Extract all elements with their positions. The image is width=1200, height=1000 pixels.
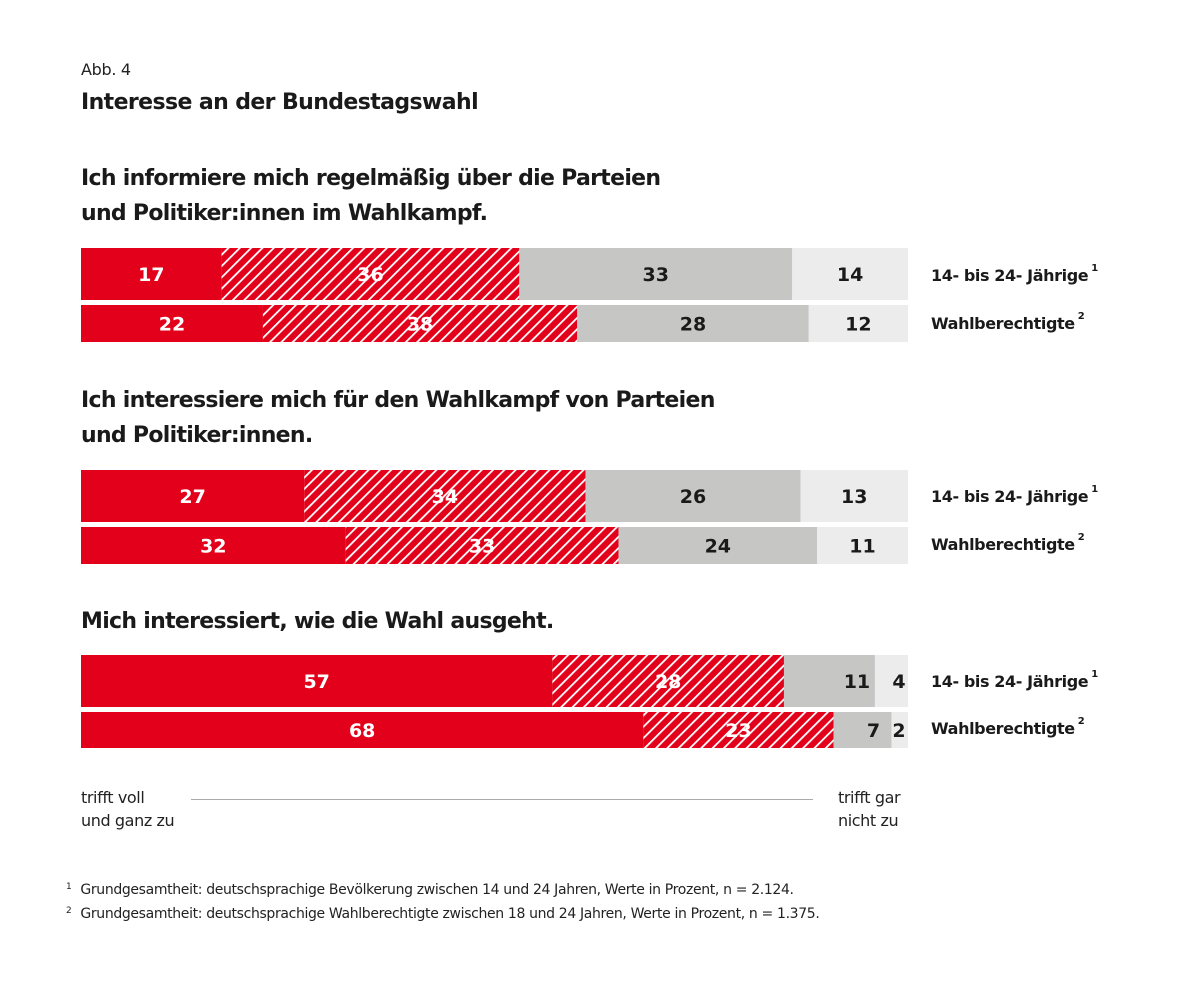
bar-value-label-q2-youth-s3: 26 bbox=[680, 486, 706, 508]
row-label-youth-q2: 14- bis 24- Jährige 1 bbox=[931, 484, 1098, 506]
bar-segment-q1-youth-s2 bbox=[221, 248, 520, 300]
bar-segment-q2-youth-s2 bbox=[304, 470, 586, 522]
bar-segment-q1-voters-s4 bbox=[808, 305, 908, 342]
row-label-voters-q1: Wahlberechtigte 2 bbox=[931, 311, 1085, 333]
question-2-title-line2: und Politiker:innen. bbox=[81, 423, 313, 448]
bar-value-label-q2-youth-s4: 13 bbox=[841, 486, 867, 508]
scale-left-line2: und ganz zu bbox=[81, 811, 175, 830]
bar-value-label-q2-voters-s2: 33 bbox=[469, 536, 495, 558]
bar-value-label-q3-youth-s3: 11 bbox=[844, 671, 870, 693]
figure-label: Abb. 4 bbox=[81, 60, 131, 79]
bar-segment-q2-voters-s4 bbox=[817, 527, 908, 564]
bar-segment-q1-youth-s3 bbox=[519, 248, 793, 300]
scale-right-line1: trifft gar bbox=[838, 788, 901, 807]
bar-value-label-q2-youth-s1: 27 bbox=[179, 486, 205, 508]
question-2-title-line1: Ich interessiere mich für den Wahlkampf … bbox=[81, 388, 715, 413]
bar-segment-q3-voters-s1 bbox=[81, 712, 644, 748]
bar-value-label-q3-youth-s4: 4 bbox=[892, 671, 905, 693]
scale-axis-line bbox=[191, 799, 813, 800]
bar-value-label-q2-youth-s2: 34 bbox=[432, 486, 458, 508]
bar-segment-q2-voters-s3 bbox=[618, 527, 818, 564]
question-1-title-line1: Ich informiere mich regelmäßig über die … bbox=[81, 166, 661, 191]
footnote-1: 1 Grundgesamtheit: deutschsprachige Bevöl… bbox=[66, 882, 794, 898]
figure-title: Interesse an der Bundestagswahl bbox=[81, 90, 479, 115]
row-label-voters-q2: Wahlberechtigte 2 bbox=[931, 532, 1085, 554]
bar-segment-q1-voters-s2 bbox=[262, 305, 578, 342]
bar-segment-q3-voters-s2 bbox=[643, 712, 834, 748]
scale-left-label: trifft voll und ganz zu bbox=[81, 786, 175, 832]
question-2-title: Ich interessiere mich für den Wahlkampf … bbox=[81, 383, 715, 453]
bar-segment-q3-youth-s1 bbox=[81, 655, 553, 707]
bar-value-label-q3-voters-s2: 23 bbox=[725, 720, 751, 742]
bar-value-label-q1-voters-s4: 12 bbox=[845, 314, 871, 336]
bar-value-label-q3-voters-s3: 7 bbox=[867, 720, 880, 742]
footnote-2: 2 Grundgesamtheit: deutschsprachige Wahlb… bbox=[66, 906, 820, 922]
bar-value-label-q3-youth-s2: 28 bbox=[655, 671, 681, 693]
bar-value-label-q1-youth-s3: 33 bbox=[643, 264, 669, 286]
bar-segment-q2-voters-s2 bbox=[345, 527, 619, 564]
bar-value-label-q3-youth-s1: 57 bbox=[303, 671, 329, 693]
bar-value-label-q1-voters-s3: 28 bbox=[680, 314, 706, 336]
bar-value-label-q3-voters-s1: 68 bbox=[349, 720, 375, 742]
bar-value-label-q1-youth-s2: 36 bbox=[357, 264, 383, 286]
bar-value-label-q2-voters-s3: 24 bbox=[705, 536, 731, 558]
bar-segment-q1-voters-s3 bbox=[577, 305, 809, 342]
scale-left-line1: trifft voll bbox=[81, 788, 145, 807]
bar-value-label-q1-voters-s1: 22 bbox=[159, 314, 185, 336]
bar-segment-q2-youth-s4 bbox=[800, 470, 908, 522]
bar-value-label-q2-voters-s1: 32 bbox=[200, 536, 226, 558]
row-label-youth-q1: 14- bis 24- Jährige 1 bbox=[931, 263, 1098, 285]
bar-segment-q1-youth-s4 bbox=[792, 248, 908, 300]
scale-right-label: trifft gar nicht zu bbox=[838, 786, 901, 832]
bar-segment-q1-voters-s1 bbox=[81, 305, 263, 342]
bar-value-label-q3-voters-s4: 2 bbox=[892, 720, 905, 742]
bar-segment-q2-voters-s1 bbox=[81, 527, 346, 564]
question-1-title-line2: und Politiker:innen im Wahlkampf. bbox=[81, 201, 488, 226]
scale-right-line2: nicht zu bbox=[838, 811, 899, 830]
bar-segment-q3-voters-s4 bbox=[891, 712, 908, 748]
bar-value-label-q2-voters-s4: 11 bbox=[849, 536, 875, 558]
bar-segment-q3-youth-s4 bbox=[874, 655, 908, 707]
bar-value-label-q1-voters-s2: 38 bbox=[407, 314, 433, 336]
question-1-title: Ich informiere mich regelmäßig über die … bbox=[81, 161, 661, 231]
row-label-youth-q3: 14- bis 24- Jährige 1 bbox=[931, 669, 1098, 691]
bar-segment-q2-youth-s3 bbox=[585, 470, 801, 522]
bar-segment-q3-voters-s3 bbox=[833, 712, 892, 748]
bar-value-label-q1-youth-s4: 14 bbox=[837, 264, 863, 286]
row-label-voters-q3: Wahlberechtigte 2 bbox=[931, 716, 1085, 738]
question-3-title: Mich interessiert, wie die Wahl ausgeht. bbox=[81, 604, 554, 639]
bar-segment-q3-youth-s3 bbox=[783, 655, 875, 707]
question-3-title-line1: Mich interessiert, wie die Wahl ausgeht. bbox=[81, 609, 554, 634]
bar-segment-q1-youth-s1 bbox=[81, 248, 222, 300]
bar-value-label-q1-youth-s1: 17 bbox=[138, 264, 164, 286]
bar-segment-q2-youth-s1 bbox=[81, 470, 305, 522]
bar-segment-q3-youth-s2 bbox=[552, 655, 784, 707]
